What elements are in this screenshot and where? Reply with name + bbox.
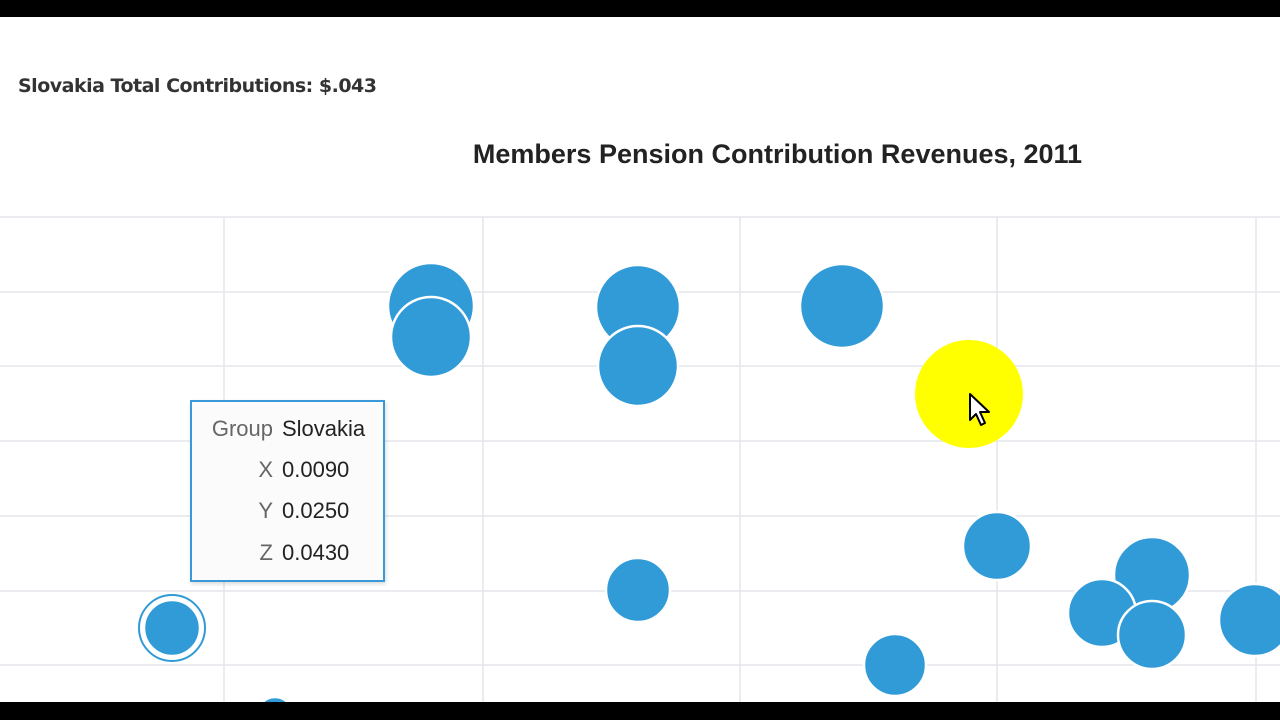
bubble[interactable] bbox=[1116, 599, 1188, 671]
bubble[interactable] bbox=[604, 556, 672, 624]
bubble[interactable] bbox=[1217, 582, 1280, 658]
mouse-pointer-icon bbox=[969, 393, 990, 426]
tooltip-key: Y bbox=[258, 498, 273, 523]
tooltip-row-x: X 0.0090 bbox=[192, 457, 383, 487]
bubble[interactable] bbox=[961, 510, 1033, 582]
tooltip-key: Group bbox=[211, 416, 273, 441]
chart-title: Members Pension Contribution Revenues, 2… bbox=[472, 139, 1083, 169]
bubble[interactable] bbox=[596, 324, 680, 408]
video-letterbox-bottom bbox=[0, 702, 1280, 720]
video-letterbox-top bbox=[0, 0, 1280, 17]
tooltip-row-y: Y 0.0250 bbox=[192, 498, 383, 528]
hover-ring bbox=[138, 594, 206, 662]
data-tooltip: Group Slovakia X 0.0090 Y 0.0250 Z 0.043… bbox=[190, 400, 385, 582]
bubble[interactable] bbox=[798, 262, 886, 350]
tooltip-value: 0.0250 bbox=[282, 498, 350, 523]
bubble-slovakia[interactable] bbox=[142, 598, 202, 658]
tooltip-value: 0.0090 bbox=[282, 457, 350, 482]
bubble-series[interactable] bbox=[138, 261, 1280, 720]
tooltip-row-group: Group Slovakia bbox=[192, 416, 383, 446]
total-contributions-label: Slovakia Total Contributions: $.043 bbox=[18, 75, 377, 97]
tooltip-row-z: Z 0.0430 bbox=[192, 540, 383, 570]
tooltip-value: Slovakia bbox=[282, 416, 366, 441]
tooltip-value: 0.0430 bbox=[282, 540, 350, 565]
bubble[interactable] bbox=[862, 632, 928, 698]
tooltip-key: Z bbox=[259, 540, 273, 565]
bubble[interactable] bbox=[389, 295, 473, 379]
tooltip-key: X bbox=[258, 457, 273, 482]
